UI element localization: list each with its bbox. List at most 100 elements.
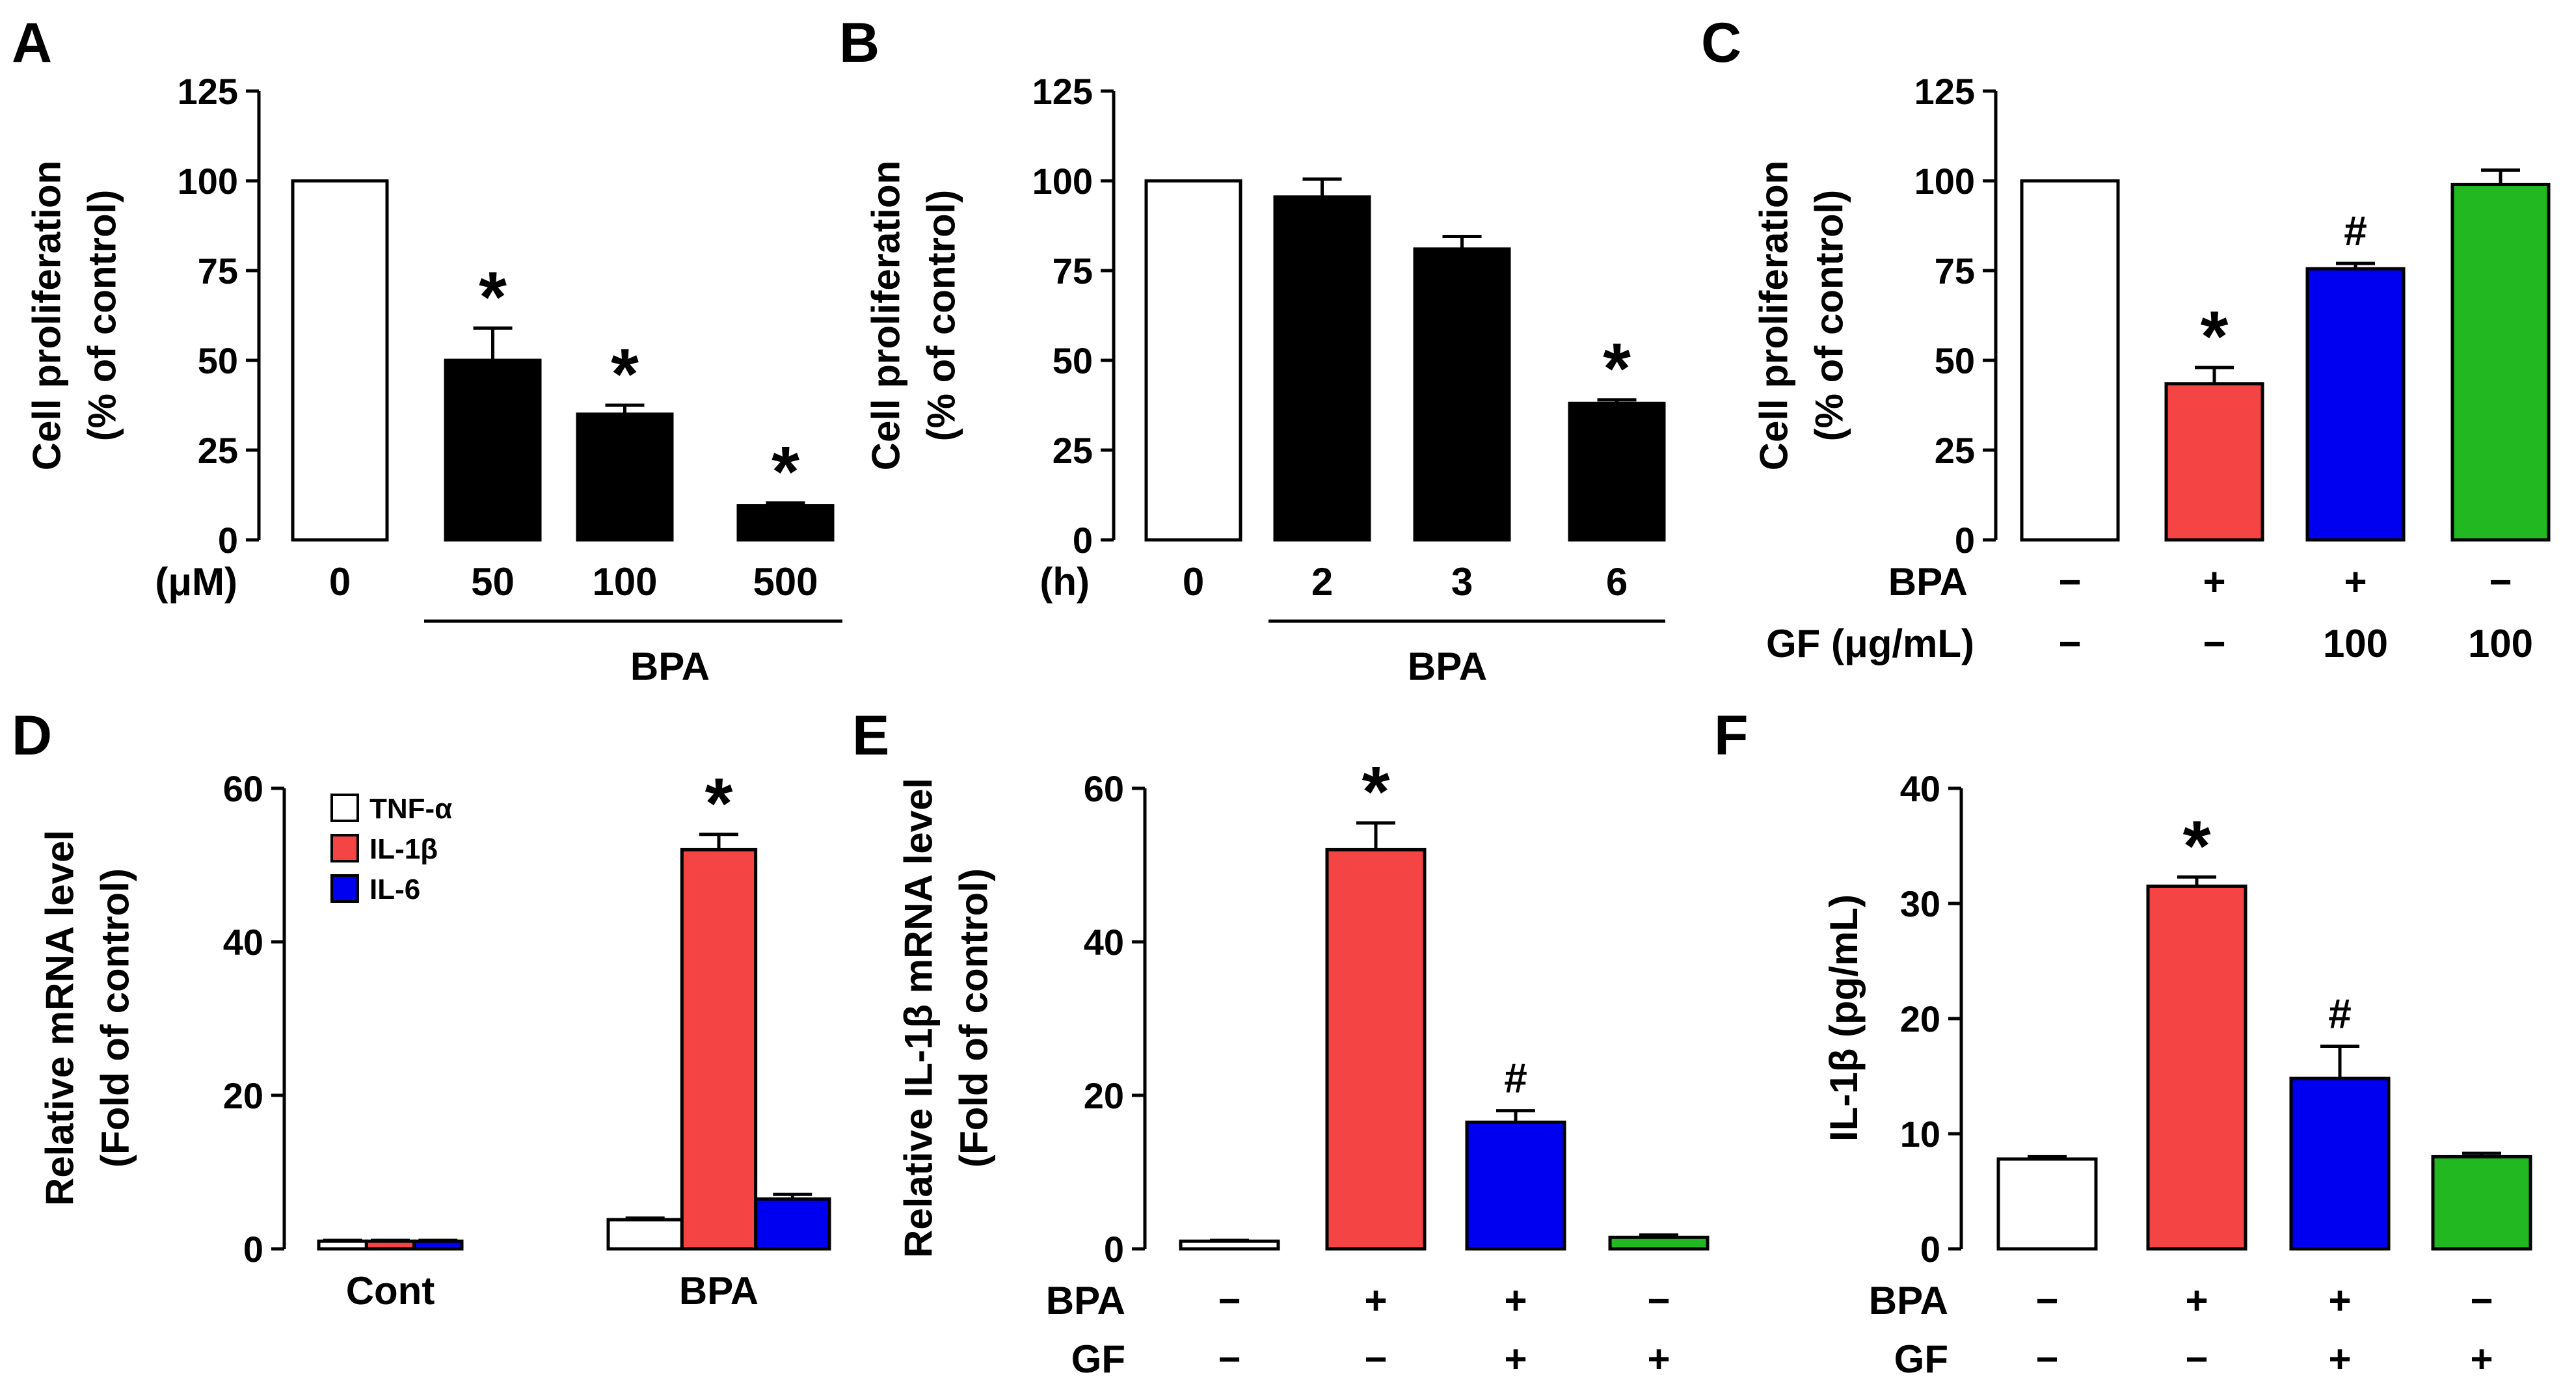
legend-swatch — [330, 834, 359, 862]
y-tick-label: 20 — [1084, 1075, 1124, 1116]
row-value: + — [1504, 1279, 1527, 1322]
row-value: − — [2470, 1279, 2493, 1322]
significance-hash: # — [2344, 207, 2367, 254]
y-tick-label: 0 — [218, 520, 238, 561]
bar — [412, 1239, 464, 1251]
y-axis-label: Cell proliferation — [865, 161, 908, 471]
panel-letter: B — [839, 12, 879, 74]
x-category-label: BPA — [679, 1269, 758, 1313]
row-label: BPA — [1888, 560, 1968, 604]
row-value: + — [2344, 560, 2367, 604]
bar — [1325, 848, 1427, 1251]
bar — [1465, 1120, 1566, 1251]
row-label: GF — [1894, 1337, 1948, 1381]
bar — [1608, 1235, 1710, 1251]
bar — [364, 1239, 416, 1251]
y-tick-label: 60 — [223, 768, 263, 809]
row-value: 2 — [1311, 560, 1333, 604]
row-value: 50 — [471, 560, 515, 604]
significance-star: * — [1603, 329, 1631, 409]
row-value: + — [2328, 1279, 2351, 1322]
y-axis-label: Relative IL-1β mRNA level — [897, 778, 941, 1258]
row-value: − — [2058, 560, 2081, 604]
bar — [2020, 179, 2120, 542]
bar — [754, 1197, 831, 1251]
row-value: + — [1647, 1337, 1670, 1381]
chart-panel-a: A 0 25 50 75 100 125 Cell proliferation (% of co… — [12, 12, 842, 688]
y-tick-label: 50 — [1053, 340, 1093, 381]
y-axis-label: (% of control) — [1808, 190, 1851, 442]
row-value: + — [2203, 560, 2225, 604]
y-axis-label: (Fold of control) — [94, 868, 137, 1168]
panel-letter: F — [1714, 704, 1749, 767]
legend-swatch — [330, 794, 359, 822]
chart-panel-b: B 0 25 50 75 100 125 Cell proliferation (% of co… — [839, 12, 1666, 688]
y-tick-label: 125 — [178, 71, 238, 112]
bar — [2431, 1155, 2532, 1251]
row-label: (μM) — [155, 560, 237, 604]
y-tick-label: 50 — [198, 340, 238, 381]
y-tick-label: 0 — [1073, 520, 1093, 561]
row-value: − — [1364, 1337, 1387, 1381]
bar — [1179, 1239, 1280, 1251]
y-tick-label: 100 — [1914, 161, 1975, 202]
y-tick-label: 75 — [1935, 250, 1975, 291]
y-tick-label: 0 — [1920, 1229, 1940, 1270]
row-label: GF (μg/mL) — [1766, 622, 1974, 665]
y-axis-label: (Fold of control) — [952, 868, 996, 1168]
y-tick-label: 10 — [1900, 1114, 1940, 1155]
y-tick-label: 125 — [1914, 71, 1975, 112]
y-tick-label: 0 — [1104, 1229, 1124, 1270]
y-axis-label: (% of control) — [920, 190, 963, 442]
y-tick-label: 25 — [198, 430, 238, 471]
row-value: − — [2035, 1337, 2058, 1381]
significance-star: * — [2201, 297, 2229, 377]
y-tick-label: 25 — [1935, 430, 1975, 471]
row-label: (h) — [1040, 560, 1090, 604]
bar — [1996, 1157, 2098, 1251]
row-value: − — [1218, 1337, 1241, 1381]
bar — [444, 358, 542, 542]
panel-letter: C — [1701, 12, 1741, 74]
bar — [2164, 382, 2264, 542]
y-tick-label: 30 — [1900, 883, 1940, 924]
bar — [2450, 183, 2551, 542]
y-tick-label: 20 — [1900, 998, 1940, 1039]
y-tick-label: 60 — [1084, 768, 1124, 809]
row-value: 0 — [1183, 560, 1204, 604]
chart-panel-d: D 0 20 40 60 Relative mRNA level (Fold of cont… — [12, 704, 831, 1313]
chart-panel-c: C 0 25 50 75 100 125 Cell proliferation (% of co… — [1701, 12, 2551, 665]
significance-star: * — [1362, 752, 1390, 832]
y-tick-label: 125 — [1032, 71, 1093, 112]
panel-letter: A — [12, 12, 52, 74]
row-label: BPA — [1046, 1279, 1125, 1322]
legend-label: IL-6 — [369, 874, 420, 905]
legend-swatch — [330, 874, 359, 903]
y-tick-label: 100 — [178, 161, 238, 202]
row-value: 0 — [329, 560, 351, 604]
row-value: − — [2058, 622, 2081, 665]
row-value: 6 — [1606, 560, 1628, 604]
significance-star: * — [2183, 806, 2211, 886]
x-category-label: Cont — [346, 1269, 435, 1313]
y-tick-label: 0 — [243, 1229, 263, 1270]
panel-letter: D — [12, 704, 52, 767]
row-value: 3 — [1451, 560, 1473, 604]
significance-star: * — [611, 334, 639, 414]
bar — [1144, 179, 1242, 542]
legend-label: TNF-α — [369, 793, 452, 825]
bar — [2146, 884, 2247, 1251]
y-axis-label: Cell proliferation — [1752, 161, 1796, 471]
row-value: + — [1364, 1279, 1387, 1322]
panel-letter: E — [852, 704, 889, 767]
bar — [1568, 401, 1666, 542]
row-value: 500 — [753, 560, 818, 604]
y-axis-label: Cell proliferation — [25, 161, 69, 471]
bar — [576, 412, 674, 542]
significance-hash: # — [1504, 1055, 1527, 1102]
row-label: GF — [1071, 1337, 1125, 1381]
legend-label: IL-1β — [369, 833, 438, 865]
row-label: BPA — [1869, 1279, 1948, 1322]
bar — [291, 179, 389, 542]
